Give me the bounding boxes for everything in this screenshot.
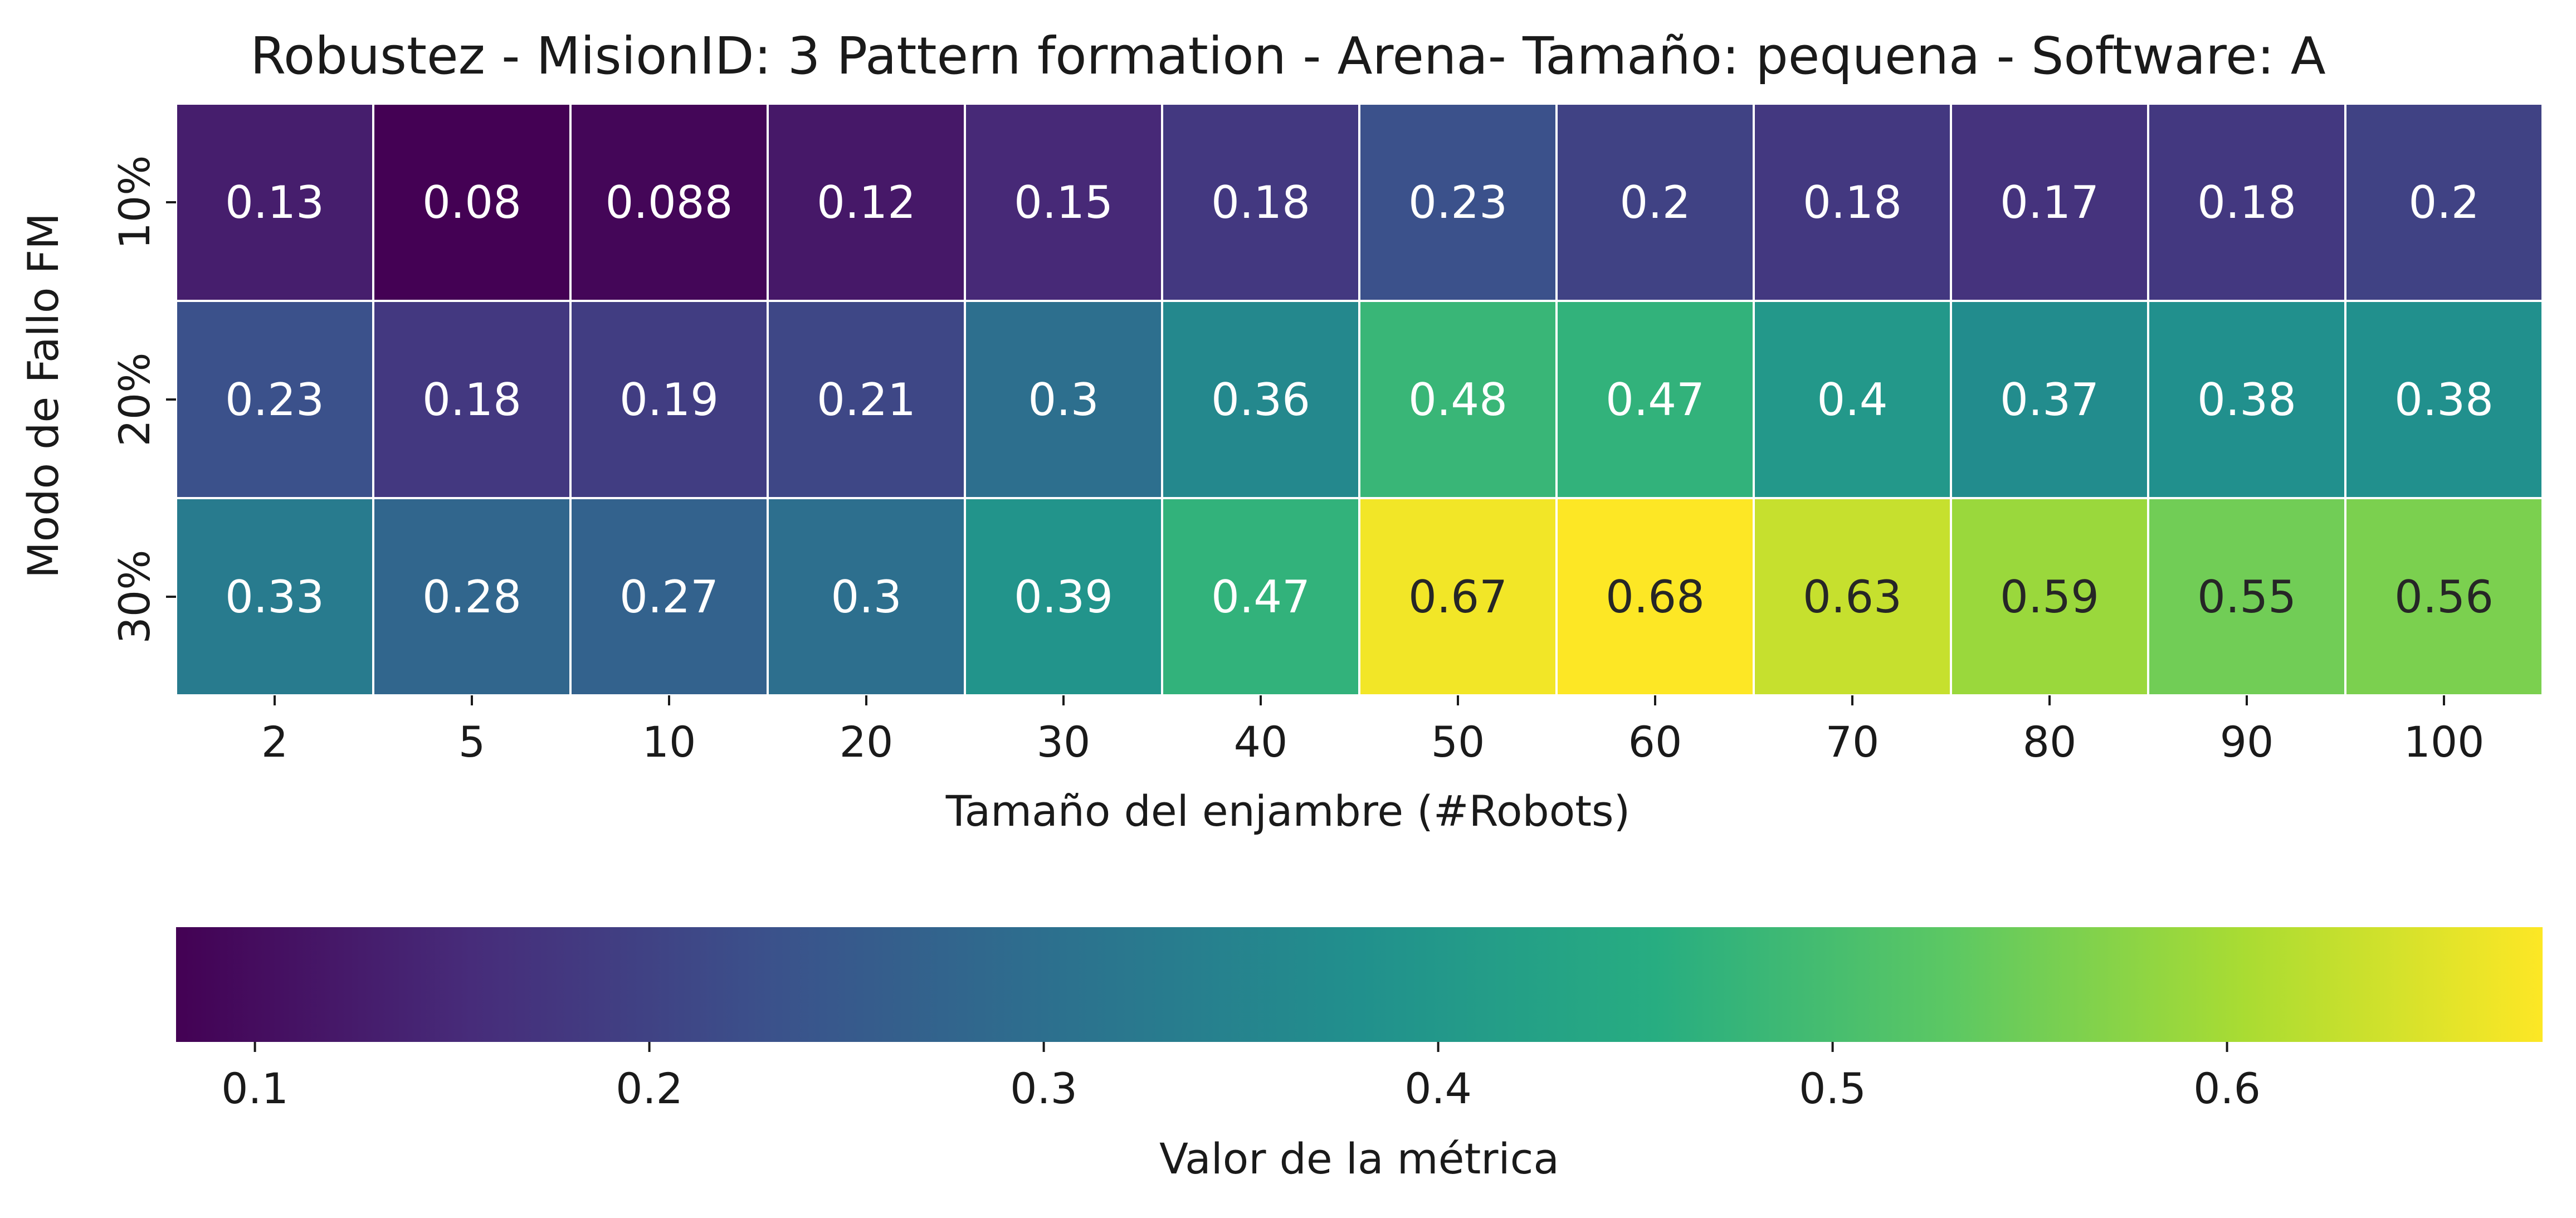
heatmap-cell [1950,103,2149,302]
x-tick-label: 40 [1234,717,1288,767]
cell-value-label: 0.15 [1014,177,1113,228]
heatmap-cell [964,300,1163,499]
heatmap-cell [569,300,769,499]
heatmap-cell [964,497,1163,696]
cell-value-label: 0.33 [225,571,324,623]
heatmap-cell [1753,300,1952,499]
heatmap-cell [767,497,966,696]
cell-value-label: 0.18 [2197,177,2296,228]
heatmap-cell [372,300,572,499]
colorbar-tick-label: 0.3 [1010,1064,1077,1113]
x-tick-label: 30 [1037,717,1091,767]
colorbar-tick-label: 0.1 [221,1064,289,1113]
chart-title: Robustez - MisionID: 3 Pattern formation… [250,26,2326,86]
heatmap-cell [2147,497,2346,696]
heatmap-cell [1950,300,2149,499]
heatmap-cell [175,103,374,302]
y-tick-label: 10% [110,155,159,250]
x-tick-label: 60 [1628,717,1682,767]
cell-value-label: 0.13 [225,177,324,228]
heatmap-cell [2344,103,2544,302]
heatmap-cell [1555,103,1755,302]
colorbar-ticks: 0.1 0.2 0.3 0.4 0.5 0.6 [221,1042,2261,1113]
cell-value-label: 0.28 [422,571,521,623]
cell-value-label: 0.18 [1211,177,1310,228]
cell-value-label: 0.38 [2394,374,2494,426]
x-tick-label: 80 [2023,717,2077,767]
cell-value-label: 0.56 [2394,571,2494,623]
y-axis-ticks: 10% 20% 30% [110,155,176,644]
cell-value-label: 0.23 [225,374,324,426]
heatmap-cell [175,497,374,696]
cell-value-label: 0.2 [2408,177,2479,228]
x-axis-label: Tamaño del enjambre (#Robots) [945,786,1631,836]
cell-value-label: 0.48 [1408,374,1507,426]
x-axis-ticks: 2 5 10 20 30 40 50 60 70 80 90 100 [261,695,2485,767]
cell-value-label: 0.27 [619,571,719,623]
y-tick-label: 20% [110,353,159,447]
cell-value-label: 0.12 [817,177,916,228]
heatmap-cell [1161,300,1360,499]
cell-value-label: 0.088 [605,177,733,228]
cell-value-label: 0.59 [2000,571,2099,623]
colorbar-label: Valor de la métrica [1159,1134,1559,1183]
colorbar: 0.1 0.2 0.3 0.4 0.5 0.6 Valor de la métrica [176,927,2543,1183]
heatmap-cell [1358,497,1558,696]
heatmap-cell [569,103,769,302]
heatmap-cell [767,103,966,302]
heatmap-cell [2344,300,2544,499]
cell-value-label: 0.47 [1211,571,1310,623]
cell-value-label: 0.2 [1619,177,1690,228]
heatmap-cell [569,497,769,696]
cell-value-label: 0.17 [2000,177,2099,228]
cell-value-label: 0.08 [422,177,521,228]
cell-value-label: 0.36 [1211,374,1310,426]
heatmap-cell [175,300,374,499]
colorbar-tick-label: 0.2 [616,1064,683,1113]
heatmap-cell [2344,497,2544,696]
cell-value-label: 0.39 [1014,571,1113,623]
x-tick-label: 10 [642,717,696,767]
y-axis-label: Modo de Fallo FM [18,213,68,578]
colorbar-tick-label: 0.5 [1799,1064,1866,1113]
cell-value-label: 0.68 [1606,571,1705,623]
cell-value-label: 0.38 [2197,374,2296,426]
cell-value-label: 0.4 [1817,374,1887,426]
heatmap-cell [1161,103,1360,302]
heatmap-cells: 0.13 0.08 0.088 0.12 0.15 0.18 0.23 0.2 0.18 0.17… [175,103,2544,696]
colorbar-gradient [176,927,2543,1042]
x-tick-label: 90 [2220,717,2274,767]
x-tick-label: 20 [840,717,894,767]
heatmap-cell [2147,300,2346,499]
heatmap-cell [372,103,572,302]
x-tick-label: 5 [458,717,485,767]
cell-value-label: 0.67 [1408,571,1507,623]
x-tick-label: 50 [1431,717,1485,767]
cell-value-label: 0.55 [2197,571,2296,623]
x-tick-label: 70 [1826,717,1880,767]
cell-value-label: 0.47 [1606,374,1705,426]
colorbar-tick-label: 0.6 [2193,1064,2261,1113]
x-tick-label: 100 [2403,717,2484,767]
cell-value-label: 0.23 [1408,177,1507,228]
colorbar-tick-label: 0.4 [1404,1064,1472,1113]
cell-value-label: 0.37 [2000,374,2099,426]
heatmap-cell [1358,300,1558,499]
cell-value-label: 0.19 [619,374,719,426]
cell-value-label: 0.21 [817,374,916,426]
cell-value-label: 0.18 [422,374,521,426]
cell-value-label: 0.3 [831,571,901,623]
cell-value-label: 0.63 [1803,571,1902,623]
heatmap-cell [1555,300,1755,499]
x-tick-label: 2 [261,717,288,767]
cell-value-label: 0.3 [1028,374,1099,426]
cell-value-label: 0.18 [1803,177,1902,228]
heatmap-cell [964,103,1163,302]
heatmap-cell [767,300,966,499]
y-tick-label: 30% [110,550,159,644]
